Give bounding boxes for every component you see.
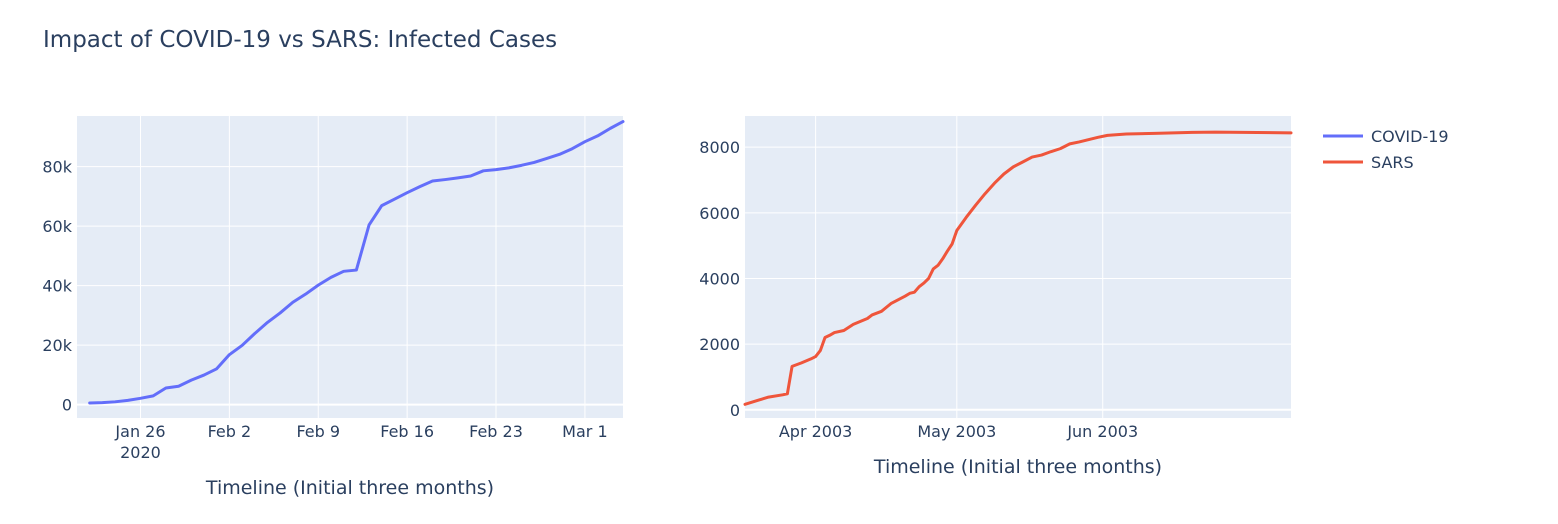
legend-item-sars[interactable]: SARS <box>1323 153 1414 172</box>
legend-item-covid[interactable]: COVID-19 <box>1323 127 1449 146</box>
sars-x-tick-label: Apr 2003 <box>779 422 852 441</box>
sars-y-tick-label: 4000 <box>699 269 740 288</box>
sars-subplot: Apr 2003 May 2003 Jun 2003 0 2000 4000 6000 80… <box>699 116 1293 478</box>
covid-x-tick-label: Jan 26 <box>114 422 165 441</box>
covid-x-tick-label: Mar 1 <box>562 422 607 441</box>
sars-y-tick-label: 0 <box>730 401 740 420</box>
covid-y-tick-label: 80k <box>42 158 72 177</box>
chart-title: Impact of COVID-19 vs SARS: Infected Cas… <box>43 27 557 53</box>
sars-y-tick-label: 6000 <box>699 204 740 223</box>
sars-series-line <box>743 130 1293 406</box>
legend-label-covid: COVID-19 <box>1371 127 1449 146</box>
covid-x-axis-title: Timeline (Initial three months) <box>205 477 494 499</box>
sars-y-tick-labels: 0 2000 4000 6000 8000 <box>699 138 740 420</box>
sars-series-group <box>743 130 1293 406</box>
covid-x-tick-labels: Jan 26 2020 Feb 2 Feb 9 Feb 16 Feb 23 Mar 1 <box>114 422 607 462</box>
covid-gridlines <box>77 116 623 418</box>
sars-x-tick-label: Jun 2003 <box>1066 422 1138 441</box>
covid-series-group <box>88 120 625 405</box>
covid-x-tick-label: Feb 23 <box>469 422 523 441</box>
sars-y-tick-label: 8000 <box>699 138 740 157</box>
sars-y-tick-label: 2000 <box>699 335 740 354</box>
covid-y-tick-label: 0 <box>62 396 72 415</box>
covid-y-tick-label: 40k <box>42 277 72 296</box>
covid-x-tick-label: Feb 2 <box>208 422 252 441</box>
covid-y-tick-labels: 0 20k 40k 60k 80k <box>42 158 72 415</box>
legend-label-sars: SARS <box>1371 153 1414 172</box>
sars-plot-background <box>745 116 1291 418</box>
covid-subplot: Jan 26 2020 Feb 2 Feb 9 Feb 16 Feb 23 Mar 1 0 2… <box>42 116 625 499</box>
covid-x-tick-label: Feb 9 <box>296 422 340 441</box>
sars-x-tick-labels: Apr 2003 May 2003 Jun 2003 <box>779 422 1138 441</box>
sars-x-tick-label: May 2003 <box>917 422 996 441</box>
covid-series-line <box>88 120 625 405</box>
covid-y-tick-label: 20k <box>42 336 72 355</box>
sars-x-axis-title: Timeline (Initial three months) <box>873 456 1162 478</box>
covid-x-tick-sublabel: 2020 <box>120 443 161 462</box>
covid-y-tick-label: 60k <box>42 217 72 236</box>
legend[interactable]: COVID-19 SARS <box>1323 127 1449 172</box>
sars-gridlines <box>745 116 1291 418</box>
covid-x-tick-label: Feb 16 <box>380 422 434 441</box>
